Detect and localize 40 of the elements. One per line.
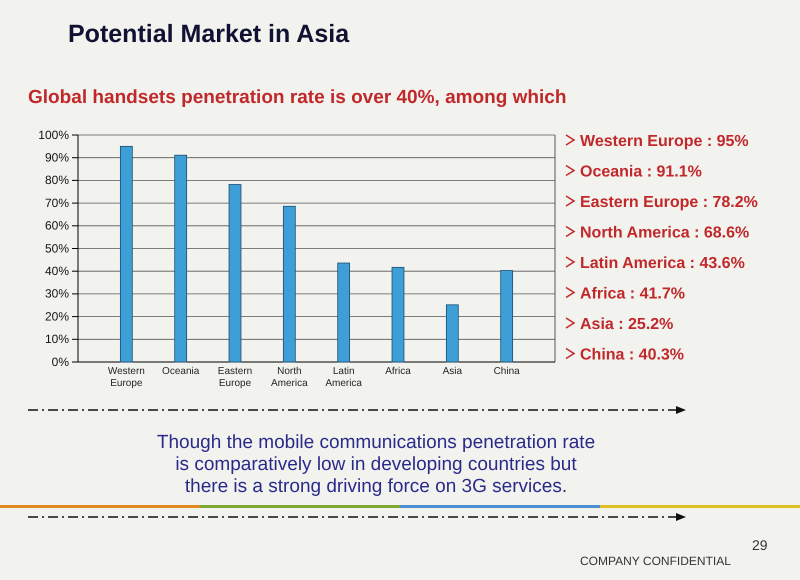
x-tick-label: Latin America xyxy=(325,366,362,389)
text: Latin America : 43.6% xyxy=(580,255,745,272)
y-tick-label: 70% xyxy=(44,196,70,210)
bar xyxy=(337,262,350,362)
x-tick-label: Oceania xyxy=(162,366,200,377)
bar xyxy=(446,304,459,362)
x-tick-label: Western Europe xyxy=(108,366,145,389)
text: Though the mobile communications penetration rate is comparatively low in developing countries but there is a strong driving force on 3G services. xyxy=(156,432,596,497)
y-tick-label: 100% xyxy=(38,128,70,142)
x-tick-label: Asia xyxy=(442,366,462,377)
y-tick-label: 80% xyxy=(44,173,70,188)
y-tick-label: 50% xyxy=(44,241,70,256)
chart-subtitle: Global handsets penetration rate is over 40%, among which xyxy=(28,87,566,108)
text: Oceania : 91.1% xyxy=(580,164,702,180)
bar xyxy=(228,184,242,362)
bar xyxy=(120,146,133,362)
x-tick-label: China xyxy=(494,366,520,377)
y-tick-label: 30% xyxy=(44,286,70,301)
text: Western Europe : 95% xyxy=(580,133,749,150)
bar xyxy=(282,206,296,362)
text: 29 xyxy=(752,537,768,553)
y-tick-label: 60% xyxy=(44,218,70,233)
x-tick-label: North America xyxy=(270,366,308,389)
text: North America : 68.6% xyxy=(580,224,750,242)
text: China : 40.3% xyxy=(580,346,684,364)
bar xyxy=(392,266,404,362)
y-tick-label: 0% xyxy=(52,354,70,369)
x-tick-label: Africa xyxy=(385,366,412,377)
chart-title: Potential Market in Asia xyxy=(68,20,350,48)
y-tick-label: 10% xyxy=(44,332,70,346)
text: Eastern Europe : 78.2% xyxy=(580,194,758,211)
text: COMPANY CONFIDENTIAL xyxy=(580,554,732,568)
y-tick-label: 90% xyxy=(44,150,70,165)
text: Africa : 41.7% xyxy=(580,286,685,302)
y-tick-label: 20% xyxy=(44,309,70,324)
text: Asia : 25.2% xyxy=(580,316,674,333)
x-tick-label: Eastern Europe xyxy=(218,366,252,389)
bar xyxy=(174,154,188,362)
bar xyxy=(500,270,514,362)
y-tick-label: 40% xyxy=(44,264,70,278)
